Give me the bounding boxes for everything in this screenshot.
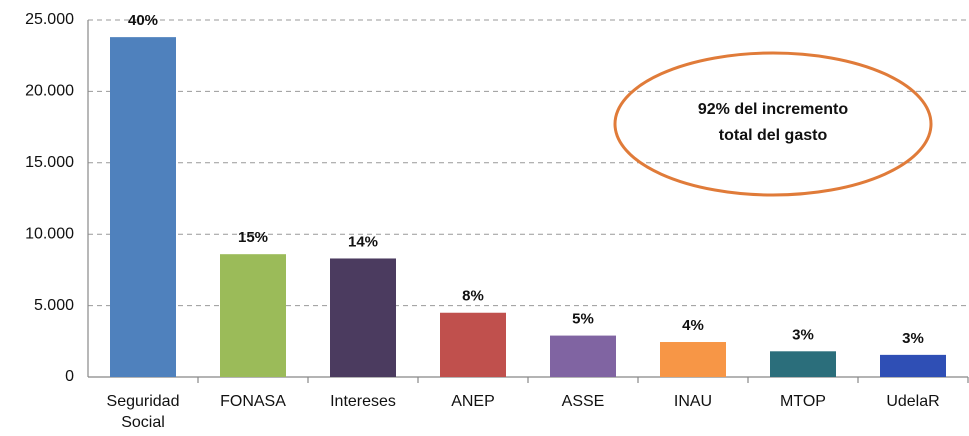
x-tick-label: Seguridad Social (106, 393, 180, 431)
x-tick-label: ASSE (561, 393, 605, 410)
bar (220, 254, 286, 377)
y-tick-label: 25.000 (25, 11, 74, 28)
y-tick-label: 0 (65, 368, 74, 385)
bar-share-label: 3% (792, 326, 814, 343)
x-tick-label-box: ANEP (451, 393, 495, 410)
x-tick-label: Intereses (330, 393, 396, 410)
bar-share-label: 4% (682, 317, 704, 334)
x-tick-label-box: MTOP (780, 393, 826, 410)
bar (660, 342, 726, 377)
y-tick-label: 10.000 (25, 225, 74, 242)
bar (770, 351, 836, 377)
x-tick-label-box: INAU (673, 393, 713, 410)
x-tick-label-box: FONASA (220, 393, 286, 410)
annotation-text: total del gasto (719, 127, 828, 144)
x-tick-label-box: UdelaR (886, 393, 940, 410)
annotation-ellipse (613, 51, 933, 197)
bar (330, 258, 396, 377)
bar-share-label: 15% (238, 229, 268, 246)
x-tick-label: INAU (673, 393, 713, 410)
y-tick-label: 15.000 (25, 154, 74, 171)
bar-share-label: 14% (348, 233, 378, 250)
y-tick-label: 5.000 (34, 297, 74, 314)
x-tick-label-box: Intereses (330, 393, 396, 410)
bar-share-label: 40% (128, 12, 158, 29)
x-tick-label: MTOP (780, 393, 826, 410)
bar-share-label: 3% (902, 330, 924, 347)
x-tick-label: UdelaR (886, 393, 940, 410)
bar (880, 354, 946, 377)
bar-share-label: 5% (572, 311, 594, 328)
bar-share-label: 8% (462, 288, 484, 305)
bar (440, 312, 506, 377)
bar (110, 37, 176, 378)
x-tick-label-box: Seguridad Social (106, 393, 180, 431)
x-tick-label: ANEP (451, 393, 495, 410)
bar (550, 335, 616, 377)
x-tick-label-box: ASSE (561, 393, 605, 410)
annotation-text: 92% del incremento (698, 101, 849, 118)
y-tick-label: 20.000 (25, 83, 74, 100)
x-tick-label: FONASA (220, 393, 286, 410)
